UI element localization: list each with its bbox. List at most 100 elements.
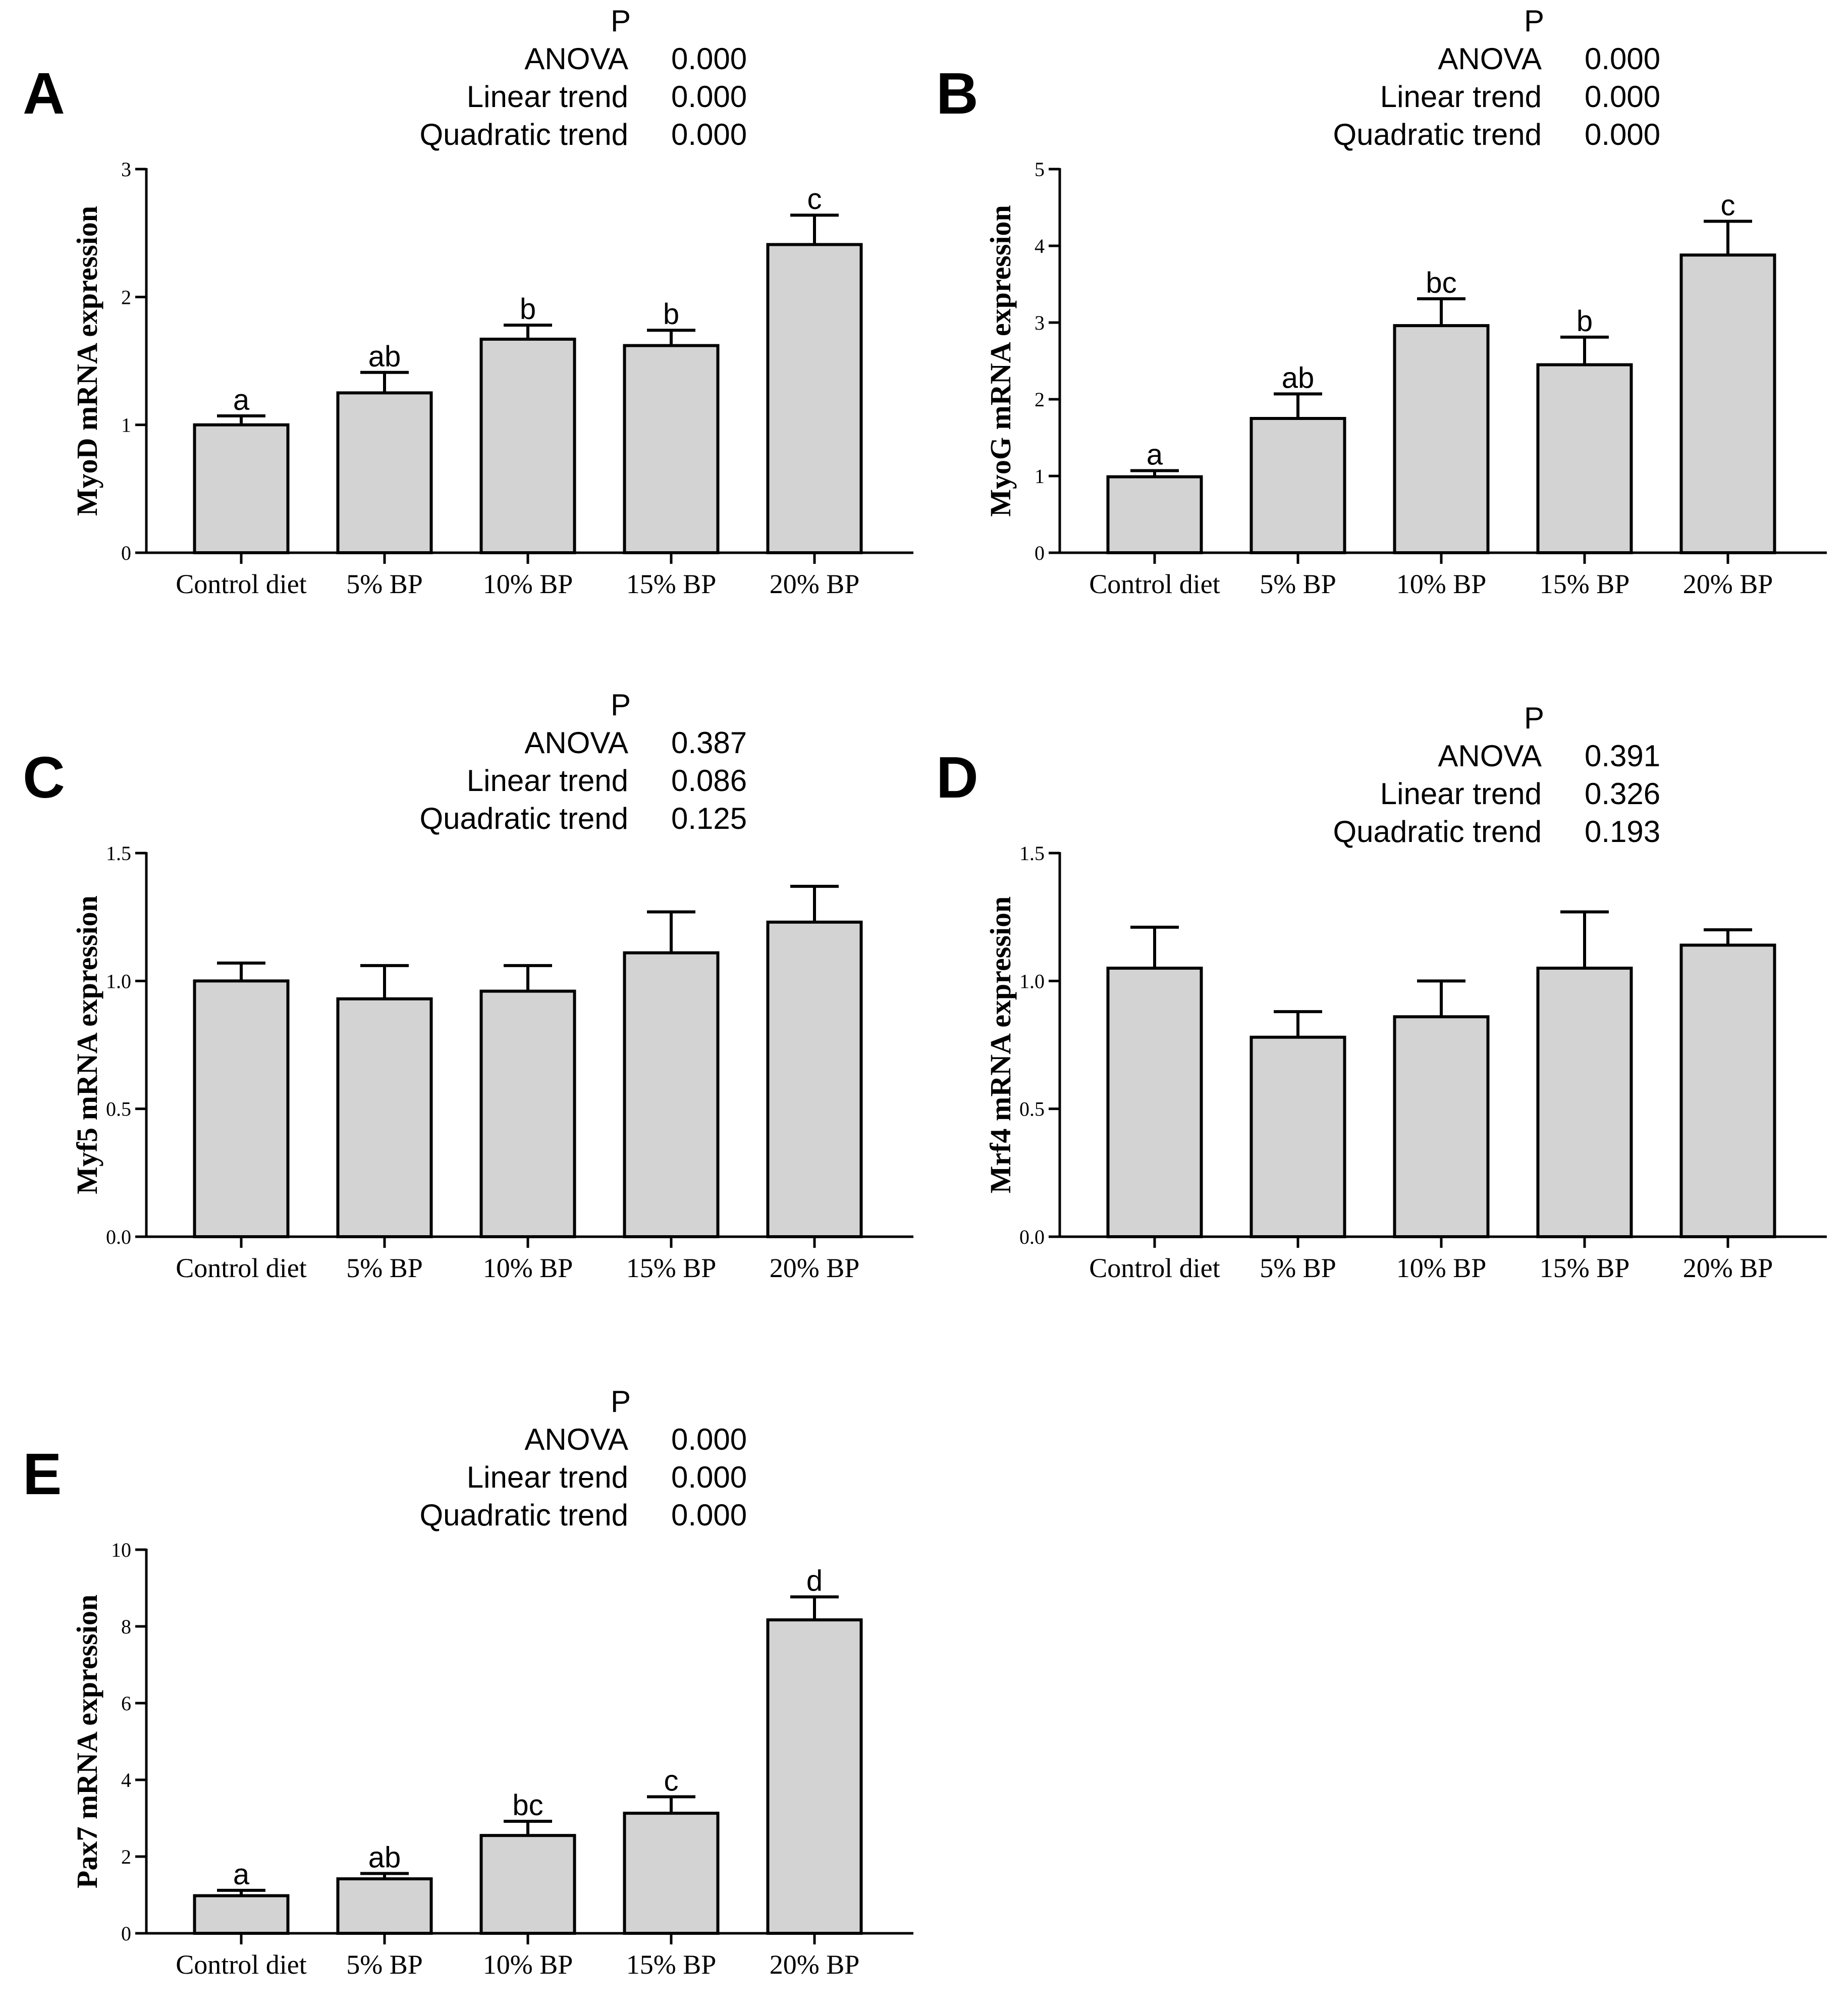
y-tick-label: 1.5	[1019, 842, 1045, 865]
significance-letter: a	[1147, 438, 1163, 471]
significance-letter: a	[233, 1858, 250, 1891]
stats-value: 0.387	[671, 726, 747, 760]
panel-letter: C	[23, 745, 65, 810]
x-tick-label: 20% BP	[770, 1949, 860, 1980]
bar	[193, 1894, 290, 1935]
x-tick-label: Control diet	[176, 1253, 306, 1283]
stats-header: P	[611, 1385, 631, 1418]
x-tick-label: 10% BP	[483, 1253, 573, 1283]
bar	[1679, 253, 1776, 554]
y-tick-label: 1	[1035, 465, 1045, 488]
x-tick-label: 15% BP	[626, 1949, 717, 1980]
stats-value: 0.000	[671, 118, 747, 151]
y-tick-label: 2	[1035, 388, 1045, 411]
stats-label: ANOVA	[524, 42, 628, 76]
bar	[1249, 1035, 1346, 1238]
stats-value: 0.086	[671, 764, 747, 798]
y-tick-label: 3	[121, 158, 131, 181]
bar	[1106, 475, 1203, 555]
bar	[766, 1618, 863, 1935]
y-tick-label: 0.5	[106, 1098, 131, 1121]
bar	[1106, 967, 1203, 1238]
stats-header: P	[611, 4, 631, 38]
stats-value: 0.000	[671, 42, 747, 76]
y-axis-label: Myf5 mRNA expression	[71, 895, 103, 1194]
bar	[193, 423, 290, 555]
stats-header: P	[1524, 701, 1544, 735]
x-tick-label: 20% BP	[770, 1253, 860, 1283]
x-tick-label: Control diet	[176, 569, 306, 599]
stats-block: P ANOVA 0.391 Linear trend 0.326 Quadratic tr…	[1333, 701, 1660, 849]
panel-letter: E	[23, 1441, 62, 1507]
y-tick-label: 3	[1035, 311, 1045, 334]
chart-panel-b: B P ANOVA 0.000 Linear trend 0.000 Quadratic t…	[936, 4, 1827, 599]
x-tick-label: 10% BP	[483, 569, 573, 599]
y-tick-label: 1	[121, 414, 131, 437]
bar	[193, 979, 290, 1238]
y-tick-label: 1.0	[1019, 970, 1045, 992]
stats-value: 0.391	[1585, 739, 1660, 773]
significance-letter: c	[664, 1764, 679, 1797]
stats-label: ANOVA	[1438, 42, 1542, 76]
y-axis-label: Pax7 mRNA expression	[71, 1595, 103, 1888]
stats-label: ANOVA	[524, 1422, 628, 1456]
bar	[623, 344, 720, 554]
x-tick-label: 20% BP	[770, 569, 860, 599]
y-tick-label: 2	[121, 286, 131, 308]
bar	[1536, 967, 1633, 1238]
x-tick-label: 20% BP	[1683, 569, 1773, 599]
stats-label: ANOVA	[1438, 739, 1542, 773]
x-tick-label: 10% BP	[483, 1949, 573, 1980]
y-tick-label: 4	[1035, 235, 1045, 257]
stats-value: 0.000	[671, 1498, 747, 1532]
panel-letter: B	[936, 61, 979, 126]
x-tick-label: Control diet	[1089, 569, 1220, 599]
x-tick-label: 5% BP	[1260, 569, 1336, 599]
significance-letter: b	[1577, 305, 1593, 338]
significance-letter: b	[663, 298, 679, 331]
bar	[336, 997, 433, 1238]
stats-label: Quadratic trend	[419, 802, 628, 835]
chart-panel-d: D P ANOVA 0.391 Linear trend 0.326 Quadratic t…	[936, 701, 1827, 1283]
stats-label: Linear trend	[1380, 80, 1542, 114]
x-tick-label: 10% BP	[1396, 569, 1487, 599]
y-tick-label: 1.5	[106, 842, 131, 865]
stats-label: Quadratic trend	[1333, 815, 1542, 849]
significance-letter: bc	[512, 1789, 543, 1822]
stats-header: P	[1524, 4, 1544, 38]
chart-panel-c: C P ANOVA 0.387 Linear trend 0.086 Quadratic t…	[23, 688, 913, 1283]
y-tick-label: 0.5	[1019, 1098, 1045, 1121]
y-axis-label: MyoD mRNA expression	[71, 206, 103, 516]
stats-label: Quadratic trend	[1333, 118, 1542, 151]
y-tick-label: 0	[121, 542, 131, 564]
bar	[336, 391, 433, 554]
stats-value: 0.000	[1585, 42, 1660, 76]
stats-value: 0.000	[671, 1422, 747, 1456]
x-tick-label: 15% BP	[1540, 1253, 1630, 1283]
stats-label: Linear trend	[467, 80, 628, 114]
bar	[479, 1834, 576, 1935]
bar	[1249, 417, 1346, 554]
stats-block: P ANOVA 0.000 Linear trend 0.000 Quadratic tr…	[419, 1385, 747, 1532]
stats-block: P ANOVA 0.000 Linear trend 0.000 Quadratic tr…	[419, 4, 747, 151]
x-tick-label: 5% BP	[346, 1253, 423, 1283]
bar	[479, 337, 576, 555]
x-tick-label: 15% BP	[1540, 569, 1630, 599]
stats-value: 0.000	[1585, 118, 1660, 151]
x-tick-label: 5% BP	[346, 569, 423, 599]
stats-label: Quadratic trend	[419, 118, 628, 151]
bar	[1536, 363, 1633, 554]
bar	[623, 951, 720, 1238]
significance-letter: c	[1721, 189, 1735, 222]
stats-label: Linear trend	[467, 764, 628, 798]
x-tick-label: 5% BP	[346, 1949, 423, 1980]
x-tick-label: Control diet	[1089, 1253, 1220, 1283]
significance-letter: ab	[368, 1841, 401, 1874]
stats-value: 0.326	[1585, 777, 1660, 811]
y-tick-label: 0	[121, 1922, 131, 1945]
y-tick-label: 4	[121, 1769, 131, 1791]
chart-panel-e: E P ANOVA 0.000 Linear trend 0.000 Quadratic t…	[23, 1385, 913, 1980]
y-axis-label: Mrf4 mRNA expression	[984, 896, 1017, 1194]
x-tick-label: 5% BP	[1260, 1253, 1336, 1283]
